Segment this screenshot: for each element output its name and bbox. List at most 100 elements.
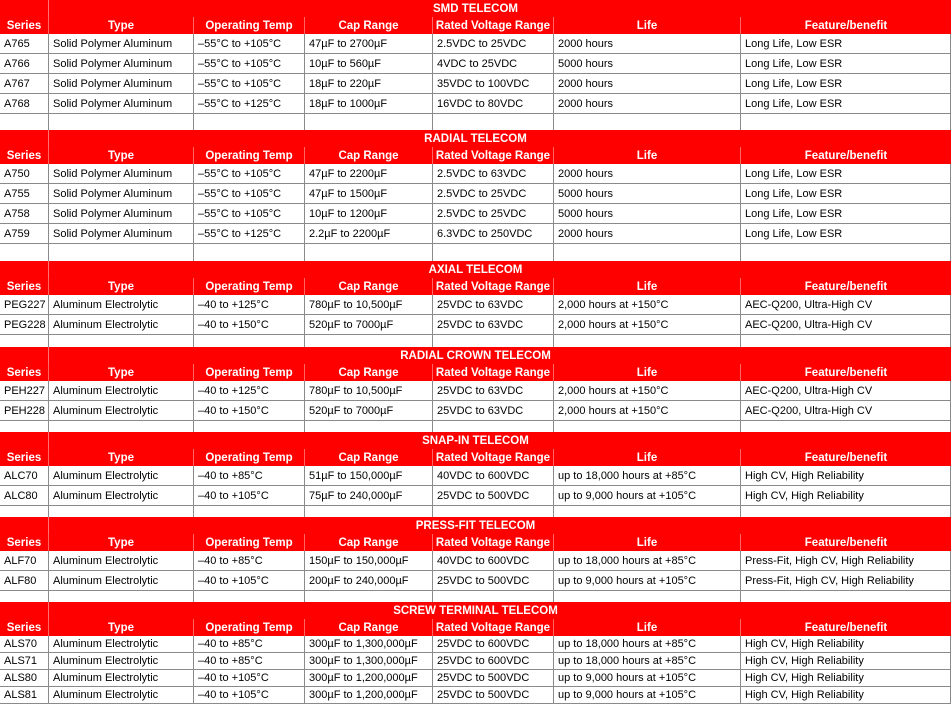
cell-type: Aluminum Electrolytic: [49, 571, 194, 591]
cell-life: 2,000 hours at +150°C: [554, 295, 741, 315]
cell-operating-temp: –40 to +125°C: [194, 295, 305, 315]
column-header-series: Series: [0, 449, 49, 466]
cell-cap-range: 300µF to 1,300,000µF: [305, 653, 433, 670]
column-header-life: Life: [554, 364, 741, 381]
table-row: PEG227 Aluminum Electrolytic –40 to +125°C…: [0, 295, 951, 315]
cell-cap-range: 300µF to 1,300,000µF: [305, 636, 433, 653]
cell-cap-range: 2.2µF to 2200µF: [305, 224, 433, 244]
cell-life: up to 9,000 hours at +105°C: [554, 486, 741, 506]
cell-type: Solid Polymer Aluminum: [49, 204, 194, 224]
column-header-feature-benefit: Feature/benefit: [804, 19, 888, 32]
table-row: ALS81 Aluminum Electrolytic –40 to +105°C 3…: [0, 687, 951, 704]
section-title: SMD TELECOM: [0, 0, 951, 17]
cell-life: 2,000 hours at +150°C: [554, 381, 741, 401]
spacer-cell: [741, 506, 951, 517]
column-header-life: Life: [554, 534, 741, 551]
cell-operating-temp: –55°C to +105°C: [194, 204, 305, 224]
cell-series: A765: [0, 34, 49, 54]
cell-feature-benefit: Long Life, Low ESR: [741, 94, 951, 114]
cell-life: 2,000 hours at +150°C: [554, 315, 741, 335]
cell-life: up to 18,000 hours at +85°C: [554, 466, 741, 486]
column-header-operating-temp: Operating Temp: [194, 364, 305, 381]
spacer-cell: [0, 591, 49, 602]
spacer-cell: [554, 244, 741, 261]
column-header-feature-benefit: Feature/benefit: [804, 366, 888, 379]
cell-series: A759: [0, 224, 49, 244]
cell-operating-temp: –40 to +85°C: [194, 636, 305, 653]
cell-rated-voltage-range: 2.5VDC to 25VDC: [433, 184, 554, 204]
cell-series: A755: [0, 184, 49, 204]
spacer-cell: [0, 421, 49, 432]
cell-life: up to 18,000 hours at +85°C: [554, 551, 741, 571]
spacer-cell: [433, 591, 554, 602]
cell-life: 2000 hours: [554, 34, 741, 54]
column-header-type: Type: [49, 278, 194, 295]
table-row: ALF70 Aluminum Electrolytic –40 to +85°C 15…: [0, 551, 951, 571]
cell-type: Aluminum Electrolytic: [49, 687, 194, 704]
spacer-cell: [741, 114, 951, 130]
section-press-fit-telecom: PRESS-FIT TELECOM Series Type Operating Tem…: [0, 517, 951, 602]
spacer-cell: [433, 335, 554, 347]
section-radial-telecom: RADIAL TELECOM Series Type Operating Temp Ca…: [0, 130, 951, 261]
cell-operating-temp: –55°C to +105°C: [194, 164, 305, 184]
table-row: ALS71 Aluminum Electrolytic –40 to +85°C 30…: [0, 653, 951, 670]
cell-rated-voltage-range: 4VDC to 25VDC: [433, 54, 554, 74]
cell-type: Aluminum Electrolytic: [49, 466, 194, 486]
column-header-type: Type: [49, 449, 194, 466]
column-header-operating-temp: Operating Temp: [194, 534, 305, 551]
section-title: AXIAL TELECOM: [0, 261, 951, 278]
cell-series: ALS81: [0, 687, 49, 704]
cell-feature-benefit: Long Life, Low ESR: [741, 54, 951, 74]
spacer-cell: [194, 421, 305, 432]
cell-series: ALC70: [0, 466, 49, 486]
table-row: PEG228 Aluminum Electrolytic –40 to +150°C…: [0, 315, 951, 335]
column-header-rated-voltage-range: Rated Voltage Range: [433, 17, 554, 34]
section-snap-in-telecom: SNAP-IN TELECOM Series Type Operating Temp C…: [0, 432, 951, 517]
column-header-cap-range: Cap Range: [305, 449, 433, 466]
table-row: A766 Solid Polymer Aluminum –55°C to +105°…: [0, 54, 951, 74]
cell-series: A758: [0, 204, 49, 224]
spacer-row: [0, 114, 951, 130]
cell-cap-range: 300µF to 1,200,000µF: [305, 670, 433, 687]
cell-series: ALF80: [0, 571, 49, 591]
cell-feature-benefit: High CV, High Reliability: [741, 636, 951, 653]
cell-operating-temp: –55°C to +105°C: [194, 34, 305, 54]
spacer-row: [0, 335, 951, 347]
cell-series: ALF70: [0, 551, 49, 571]
cell-type: Aluminum Electrolytic: [49, 653, 194, 670]
column-header-rated-voltage-range: Rated Voltage Range: [433, 278, 554, 295]
column-header-cap-range: Cap Range: [305, 17, 433, 34]
spacer-cell: [433, 114, 554, 130]
column-header-rated-voltage-range: Rated Voltage Range: [433, 534, 554, 551]
spacer-cell: [554, 421, 741, 432]
cell-cap-range: 200µF to 240,000µF: [305, 571, 433, 591]
spacer-cell: [554, 506, 741, 517]
cell-feature-benefit: Press-Fit, High CV, High Reliability: [741, 551, 951, 571]
spacer-cell: [433, 244, 554, 261]
spacer-cell: [433, 421, 554, 432]
spacer-cell: [554, 114, 741, 130]
cell-feature-benefit: AEC-Q200, Ultra-High CV: [741, 295, 951, 315]
column-header-rated-voltage-range: Rated Voltage Range: [433, 619, 554, 636]
cell-feature-benefit: Long Life, Low ESR: [741, 184, 951, 204]
cell-rated-voltage-range: 25VDC to 500VDC: [433, 670, 554, 687]
spacer-cell: [0, 114, 49, 130]
spacer-cell: [554, 335, 741, 347]
cell-rated-voltage-range: 16VDC to 80VDC: [433, 94, 554, 114]
cell-operating-temp: –40 to +105°C: [194, 670, 305, 687]
column-header-row: Series Type Operating Temp Cap Range Rated V…: [0, 449, 951, 466]
cell-rated-voltage-range: 25VDC to 63VDC: [433, 381, 554, 401]
cell-feature-benefit: Long Life, Low ESR: [741, 224, 951, 244]
column-header-cap-range: Cap Range: [305, 534, 433, 551]
cell-series: A767: [0, 74, 49, 94]
spacer-row: [0, 421, 951, 432]
spacer-cell: [194, 244, 305, 261]
cell-operating-temp: –40 to +150°C: [194, 315, 305, 335]
table-row: ALF80 Aluminum Electrolytic –40 to +105°C 2…: [0, 571, 951, 591]
spacer-cell: [741, 421, 951, 432]
spacer-cell: [49, 506, 194, 517]
spacer-cell: [554, 591, 741, 602]
column-header-type: Type: [49, 619, 194, 636]
cell-type: Solid Polymer Aluminum: [49, 164, 194, 184]
